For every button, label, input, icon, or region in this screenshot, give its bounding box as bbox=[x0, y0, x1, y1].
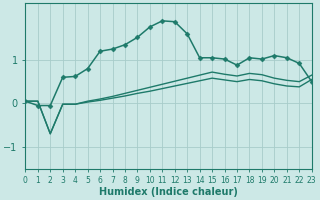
X-axis label: Humidex (Indice chaleur): Humidex (Indice chaleur) bbox=[99, 187, 238, 197]
